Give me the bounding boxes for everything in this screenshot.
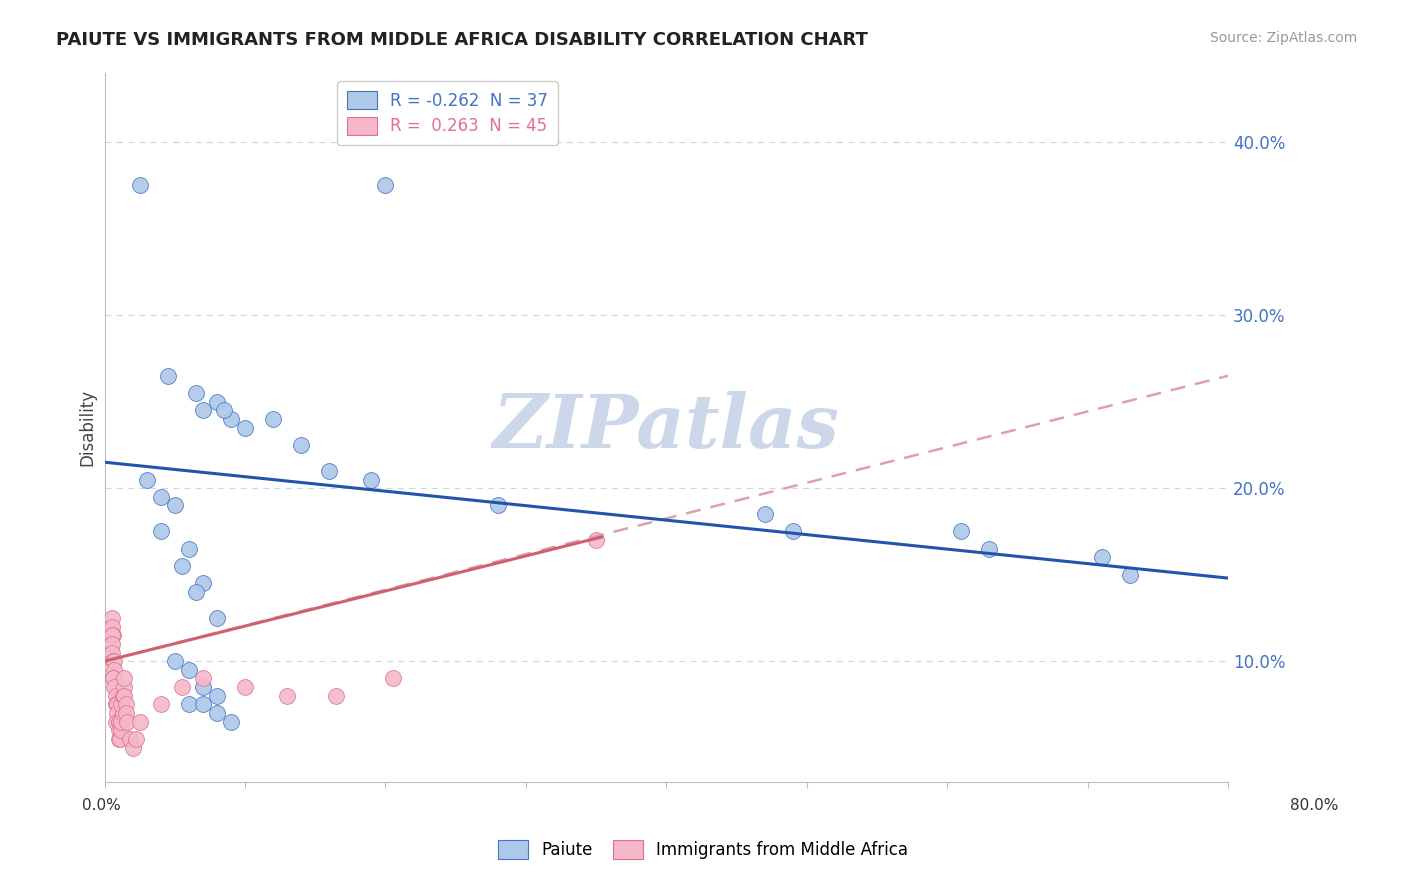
Point [104,698,127,712]
Point [325,689,347,703]
Point [128,714,150,729]
Point [112,672,135,686]
Point [205,689,228,703]
Point [114,698,136,712]
Point [360,473,382,487]
Text: PAIUTE VS IMMIGRANTS FROM MIDDLE AFRICA DISABILITY CORRELATION CHART: PAIUTE VS IMMIGRANTS FROM MIDDLE AFRICA … [56,31,868,49]
Point [233,420,256,434]
Point [979,541,1001,556]
Point [100,611,122,625]
Text: ZIPatlas: ZIPatlas [494,392,839,464]
Point [104,689,127,703]
Point [184,386,207,401]
Point [107,714,129,729]
Point [233,680,256,694]
Point [1091,550,1114,565]
Point [114,706,136,720]
Point [121,740,143,755]
Point [205,706,228,720]
Point [318,464,340,478]
Point [177,663,200,677]
Point [191,576,214,591]
Point [100,619,122,633]
Point [104,714,127,729]
Point [205,611,228,625]
Point [101,628,124,642]
Point [101,672,124,686]
Point [381,672,404,686]
Point [950,524,973,539]
Point [170,559,193,574]
Point [115,714,138,729]
Point [163,654,186,668]
Point [219,412,242,426]
Point [111,706,134,720]
Point [107,723,129,738]
Point [103,663,125,677]
Point [110,723,132,738]
Point [107,731,129,746]
Point [108,731,131,746]
Text: 80.0%: 80.0% [1291,798,1339,813]
Point [128,178,150,193]
Point [191,672,214,686]
Point [163,499,186,513]
Point [177,698,200,712]
Point [107,714,129,729]
Point [191,680,214,694]
Point [374,178,396,193]
Point [585,533,607,547]
Point [219,714,242,729]
Point [212,403,235,417]
Point [177,541,200,556]
Point [135,473,157,487]
Point [486,499,509,513]
Point [276,689,298,703]
Point [101,672,124,686]
Point [782,524,804,539]
Point [205,394,228,409]
Point [112,680,135,694]
Y-axis label: Disability: Disability [79,389,96,467]
Point [124,731,146,746]
Point [754,507,776,521]
Text: Source: ZipAtlas.com: Source: ZipAtlas.com [1209,31,1357,45]
Legend: R = -0.262  N = 37, R =  0.263  N = 45: R = -0.262 N = 37, R = 0.263 N = 45 [336,81,558,145]
Point [110,698,132,712]
Point [103,654,125,668]
Point [290,438,312,452]
Point [149,698,172,712]
Point [103,680,125,694]
Point [156,368,179,383]
Point [149,490,172,504]
Point [111,689,134,703]
Point [110,714,132,729]
Point [100,637,122,651]
Point [105,698,128,712]
Point [149,524,172,539]
Point [100,628,122,642]
Point [100,646,122,660]
Point [118,731,141,746]
Point [191,698,214,712]
Point [191,403,214,417]
Point [105,706,128,720]
Point [1119,567,1142,582]
Point [112,689,135,703]
Point [184,585,207,599]
Point [101,654,124,668]
Legend: Paiute, Immigrants from Middle Africa: Paiute, Immigrants from Middle Africa [491,834,915,866]
Point [262,412,284,426]
Point [170,680,193,694]
Text: 0.0%: 0.0% [82,798,121,813]
